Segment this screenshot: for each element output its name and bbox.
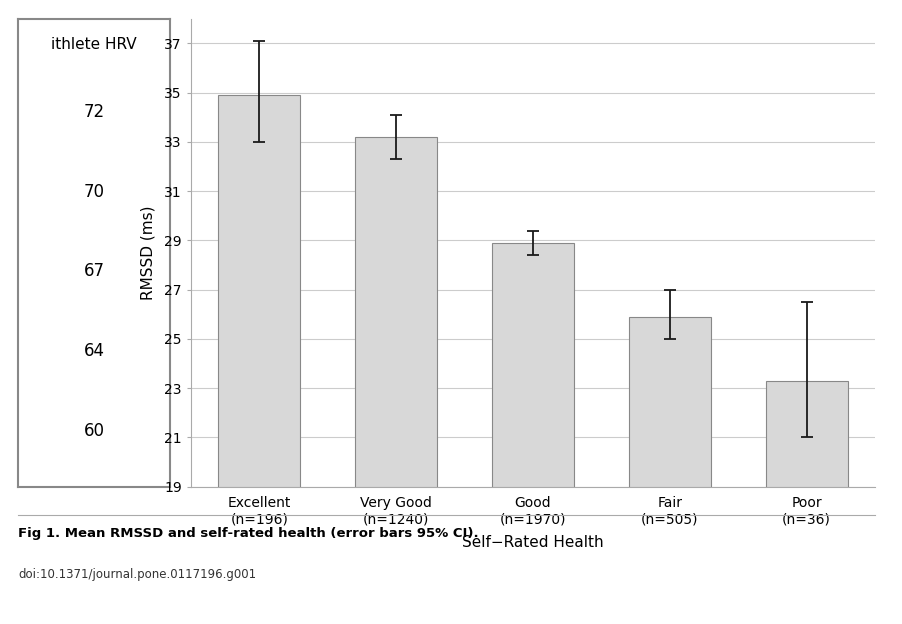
Y-axis label: RMSSD (ms): RMSSD (ms) <box>141 205 156 300</box>
Text: 67: 67 <box>84 263 105 280</box>
Bar <box>492 243 574 487</box>
Bar <box>355 137 437 487</box>
X-axis label: Self−Rated Health: Self−Rated Health <box>462 535 603 550</box>
Text: 70: 70 <box>84 183 105 201</box>
Text: doi:10.1371/journal.pone.0117196.g001: doi:10.1371/journal.pone.0117196.g001 <box>18 568 256 581</box>
Bar <box>629 317 711 487</box>
Text: 60: 60 <box>84 422 105 439</box>
Text: Fig 1. Mean RMSSD and self-rated health (error bars 95% CI).: Fig 1. Mean RMSSD and self-rated health … <box>18 527 479 540</box>
Text: 72: 72 <box>84 104 105 121</box>
Bar <box>766 381 848 487</box>
Text: 64: 64 <box>84 342 105 360</box>
Text: ithlete HRV: ithlete HRV <box>51 37 137 52</box>
Bar <box>218 95 300 487</box>
